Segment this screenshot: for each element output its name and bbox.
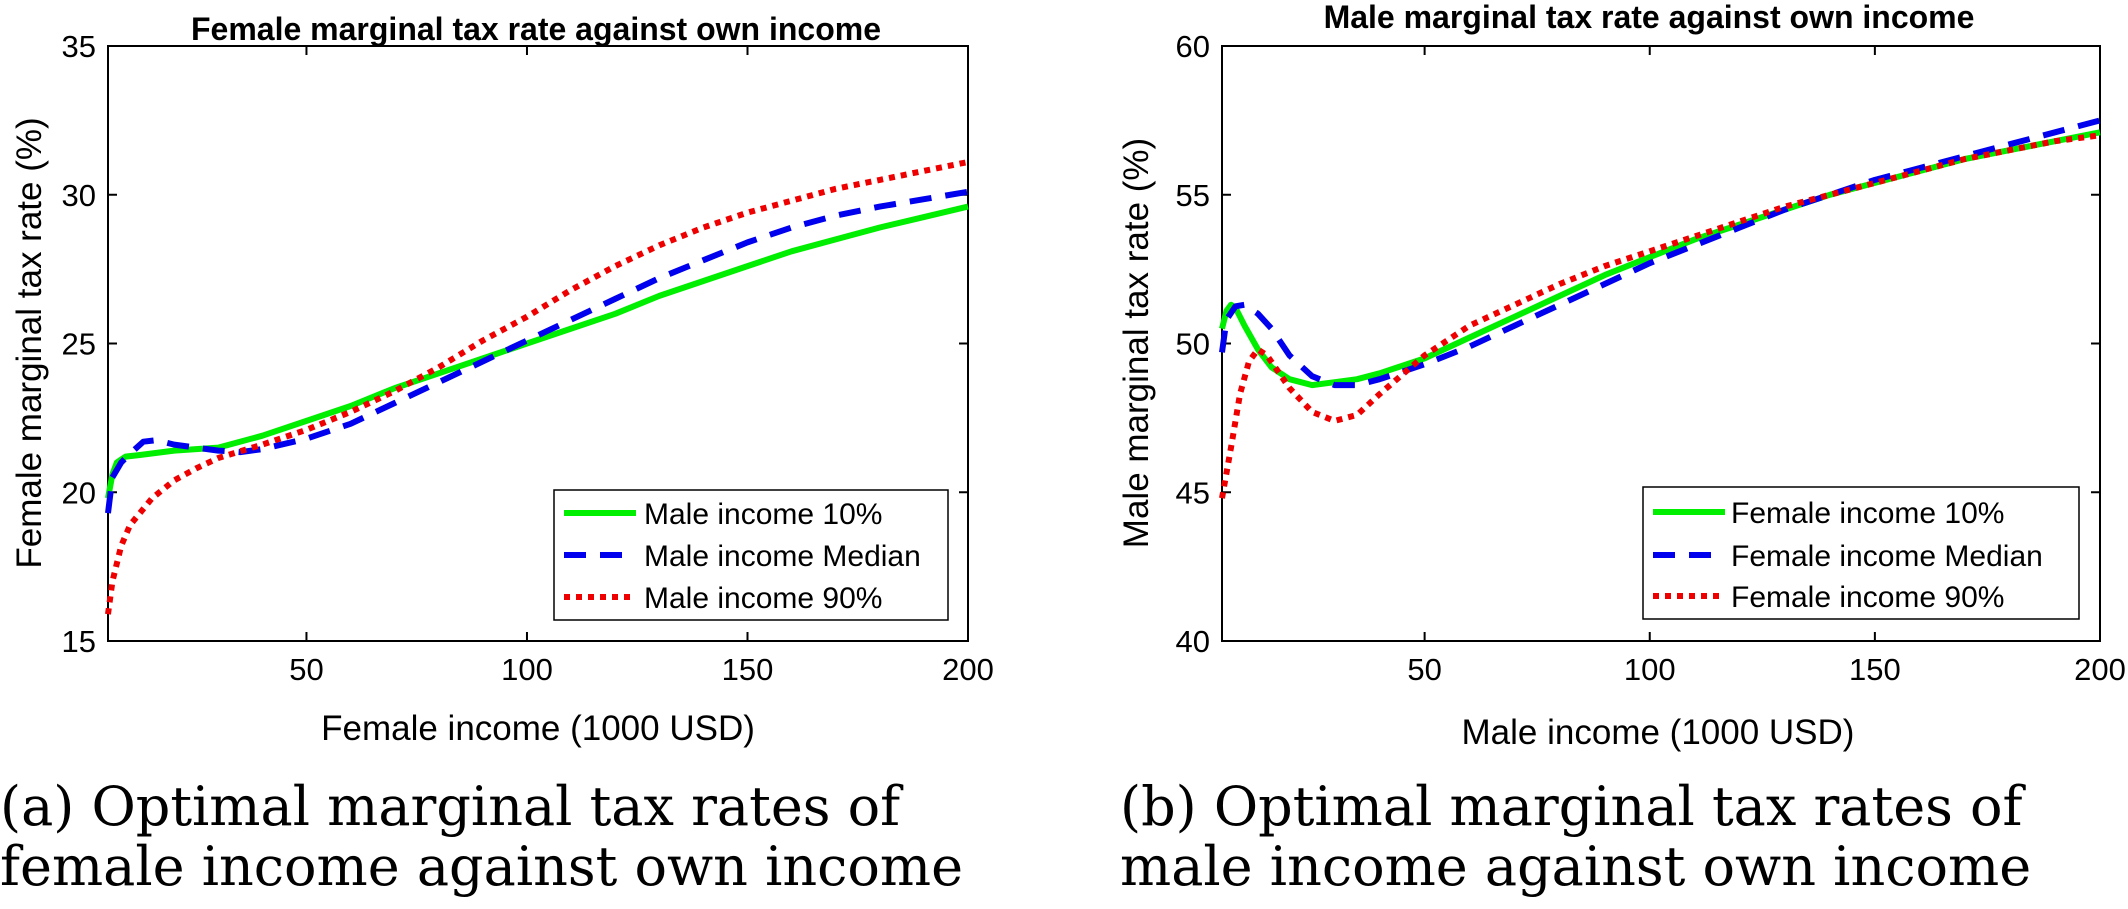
chart-b-legend: Female income 10% Female income Median F… [1642,486,2080,620]
chart-a-y-tick-label: 30 [62,178,96,213]
chart-b-legend-label-2: Female income Median [1731,540,2043,573]
chart-b-y-ticks: 40 45 50 55 60 [1176,29,2100,659]
chart-b-x-axis-label: Male income (1000 USD) [1462,713,1855,752]
chart-b-series [1219,117,2101,499]
chart-male-tax-rate: Male marginal tax rate against own incom… [1117,0,2126,752]
chart-b-y-tick-label: 45 [1176,475,1210,510]
chart-b-y-tick-label: 50 [1176,327,1210,362]
chart-b-legend-label-3: Female income 90% [1731,581,2004,614]
chart-a-y-axis-label: Female marginal tax rate (%) [10,117,49,568]
chart-a-title: Female marginal tax rate against own inc… [191,11,881,47]
chart-a-legend-label-2: Male income Median [644,540,921,573]
chart-b-y-tick-label: 60 [1176,29,1210,64]
chart-b-x-tick-label: 50 [1407,652,1441,687]
chart-a-x-tick-label: 200 [942,652,994,687]
chart-b-x-tick-label: 100 [1624,652,1676,687]
chart-a-y-tick-label: 20 [62,475,96,510]
chart-b-title: Male marginal tax rate against own incom… [1324,0,1975,35]
chart-a-legend-label-3: Male income 90% [644,582,882,615]
chart-a-series [105,159,969,615]
chart-b-series-line-1 [1219,129,2101,389]
chart-a-x-tick-label: 150 [722,652,774,687]
chart-b-x-tick-label: 200 [2074,652,2126,687]
chart-a-x-axis-label: Female income (1000 USD) [321,709,755,748]
chart-a-y-tick-label: 15 [62,624,96,659]
chart-a-x-tick-label: 100 [501,652,553,687]
chart-a-y-tick-label: 35 [62,29,96,64]
chart-b-series-line-3 [1219,132,2101,499]
chart-a-y-tick-label: 25 [62,327,96,362]
chart-a-x-tick-label: 50 [289,652,323,687]
caption-a: (a) Optimal marginal tax rates of female… [0,775,964,898]
chart-b-x-ticks: 50 100 150 200 [1407,46,2126,687]
chart-a-legend: Male income 10% Male income Median Male … [553,489,949,621]
chart-female-tax-rate: Female marginal tax rate against own inc… [10,11,994,748]
chart-a-series-line-1 [105,203,969,499]
chart-a-y-ticks: 15 20 25 30 35 [62,29,968,659]
caption-b: (b) Optimal marginal tax rates of male i… [1120,775,2032,898]
chart-b-y-axis-label: Male marginal tax rate (%) [1117,138,1156,548]
chart-b-legend-label-1: Female income 10% [1731,497,2004,530]
chart-a-x-ticks: 50 100 150 200 [289,46,994,687]
chart-b-x-tick-label: 150 [1849,652,1901,687]
chart-a-series-line-2 [105,188,969,514]
chart-b-y-tick-label: 55 [1176,178,1210,213]
chart-b-y-tick-label: 40 [1176,624,1210,659]
chart-a-legend-label-1: Male income 10% [644,498,882,531]
